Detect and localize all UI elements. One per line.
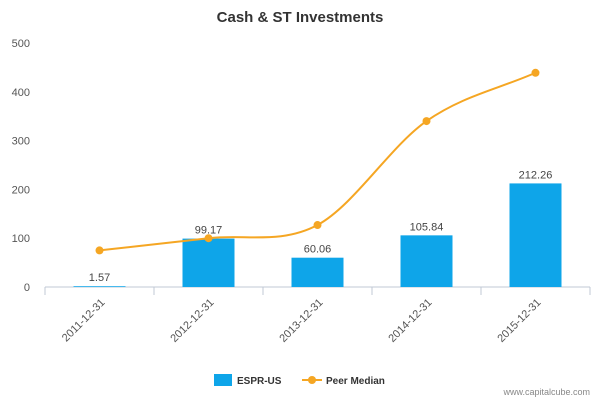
- bar: [400, 235, 453, 287]
- bar: [73, 286, 126, 287]
- y-tick-label: 500: [12, 38, 30, 50]
- peer-median-point: [95, 246, 104, 255]
- x-tick-label: 2015-12-31: [495, 297, 543, 345]
- x-tick-label: 2014-12-31: [386, 297, 434, 345]
- legend-label-peer-median: Peer Median: [326, 376, 385, 387]
- bar: [509, 183, 562, 287]
- watermark: www.capitalcube.com: [502, 387, 590, 397]
- bar-data-label: 60.06: [304, 244, 332, 256]
- y-tick-label: 400: [12, 87, 30, 99]
- bar: [291, 257, 344, 287]
- legend-swatch-peer-dot: [308, 376, 316, 384]
- y-tick-label: 300: [12, 136, 30, 148]
- legend-swatch-espr: [214, 374, 232, 386]
- bar: [182, 238, 235, 287]
- peer-median-point: [204, 234, 213, 243]
- line-series: [95, 68, 540, 255]
- bar-data-label: 99.17: [195, 225, 223, 237]
- y-axis: 0 100 200 300 400 500: [12, 38, 30, 294]
- y-tick-label: 0: [24, 282, 30, 294]
- chart-title: Cash & ST Investments: [217, 9, 384, 26]
- bar-data-label: 105.84: [410, 221, 444, 233]
- y-tick-label: 200: [12, 184, 30, 196]
- peer-median-point: [313, 221, 322, 230]
- bar-data-label: 212.26: [519, 169, 553, 181]
- x-axis: 2011-12-31 2012-12-31 2013-12-31 2014-12-31…: [44, 286, 591, 345]
- peer-median-line: [99, 71, 536, 252]
- legend: ESPR-US Peer Median: [214, 374, 385, 387]
- peer-median-point: [531, 68, 540, 77]
- peer-median-point: [422, 117, 431, 126]
- bar-data-label: 1.57: [89, 272, 110, 284]
- y-tick-label: 100: [12, 233, 30, 245]
- x-tick-label: 2012-12-31: [168, 297, 216, 345]
- bar-data-labels: 1.57 99.17 60.06 105.84 212.26: [89, 169, 553, 284]
- x-tick-label: 2011-12-31: [60, 297, 108, 345]
- legend-label-espr: ESPR-US: [237, 376, 282, 387]
- bar-series: [73, 183, 562, 287]
- x-tick-label: 2013-12-31: [277, 297, 325, 345]
